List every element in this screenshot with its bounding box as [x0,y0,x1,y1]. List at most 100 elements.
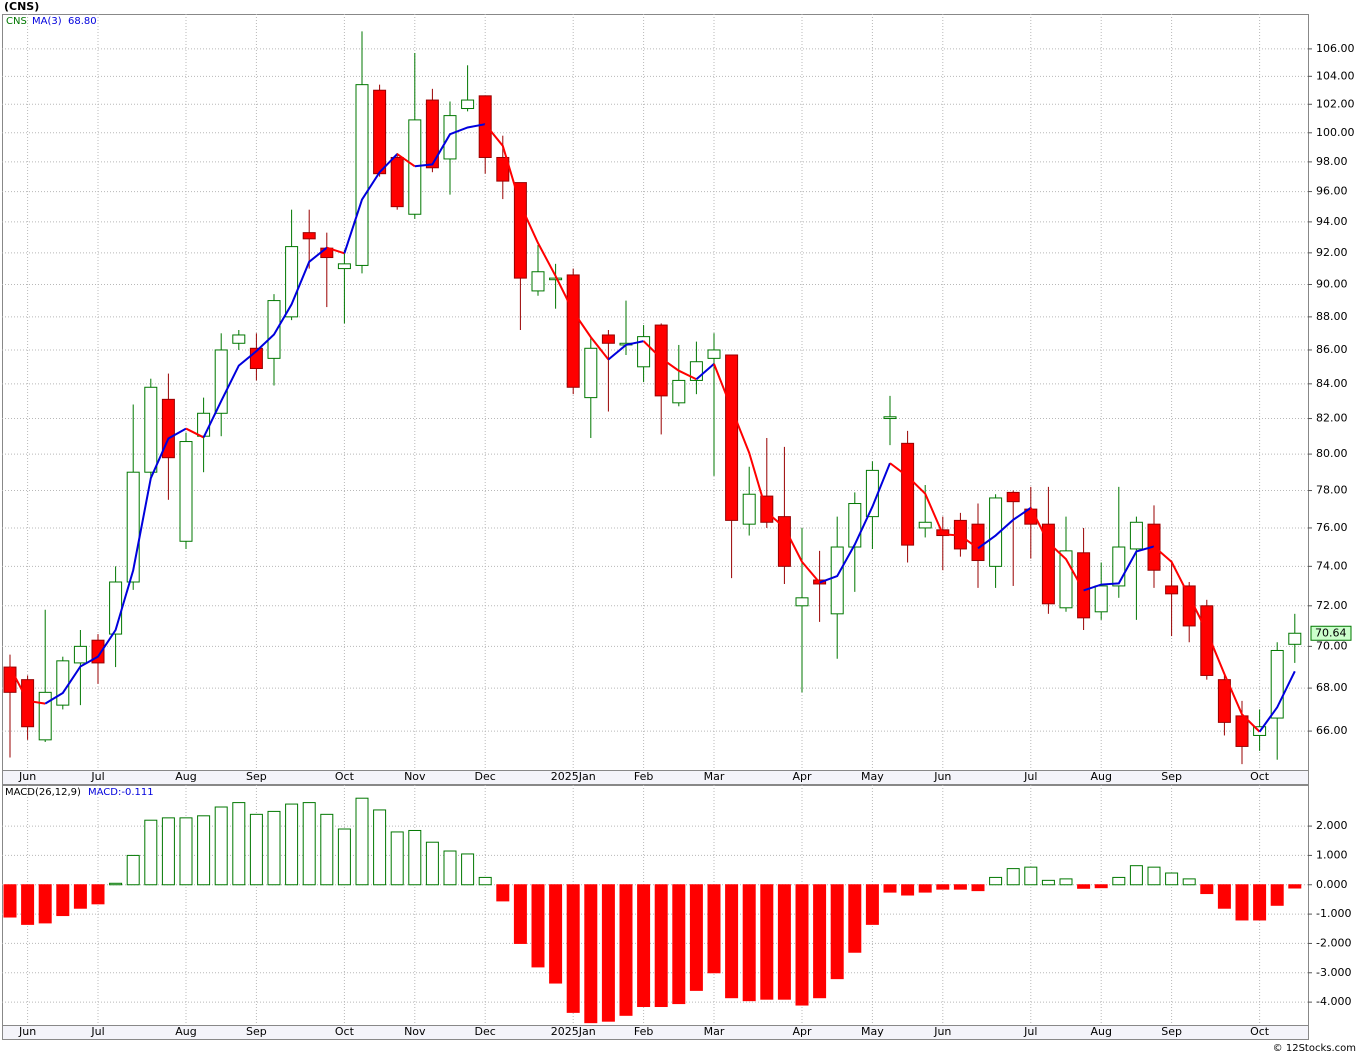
candle-body [865,469,879,518]
candle-body [1006,491,1020,503]
ma-line [607,340,644,361]
x-tick-label: 2025Jan [551,770,596,783]
ma-line [695,363,715,380]
macd-bar [1165,872,1179,886]
ma-line [1083,545,1155,592]
y-tick-label: 2.000 [1316,819,1348,832]
macd-bar [1041,879,1055,886]
y-tick-label: 72.00 [1316,599,1348,612]
macd-bar [795,884,809,1006]
y-tick-label: -4.000 [1316,995,1351,1008]
macd-bar [725,884,739,999]
y-tick-label: -3.000 [1316,966,1351,979]
candle-body [566,274,580,388]
ma-line [44,427,187,705]
candle-body [38,691,52,741]
candle-body [901,442,915,546]
macd-bar [637,884,651,1008]
macd-bar [549,884,563,984]
macd-bar [197,815,211,886]
x-tick-label: Feb [634,770,653,783]
x-tick-label: May [861,770,884,783]
macd-bar [936,884,950,890]
candle-body [1112,546,1126,587]
macd-bar [865,884,879,925]
macd-bar [971,884,985,892]
chart-title: (CNS) [4,0,39,13]
x-tick-label: Nov [404,1025,426,1038]
y-tick-label: -1.000 [1316,907,1351,920]
candle-body [267,300,281,359]
candle-body [883,416,897,420]
candle-body [513,182,527,279]
macd-bar [601,884,615,1022]
y-tick-label: 104.00 [1316,69,1355,82]
x-tick-label: Aug [175,1025,196,1038]
x-tick-label: Jun [933,770,951,783]
ma-line [185,427,205,439]
macd-bar [953,884,967,890]
x-tick-label: Apr [792,770,812,783]
x-tick-label: Sep [246,770,267,783]
candle-body [21,679,35,728]
ma-line [202,246,328,438]
macd-bar [1270,884,1284,906]
candle-body [73,645,87,664]
x-tick-label: Jul [90,770,104,783]
y-tick-label: 106.00 [1316,42,1355,55]
macd-bar [126,854,140,886]
x-tick-label: Oct [1250,770,1270,783]
candle-body [285,246,299,318]
ma-line [484,123,610,361]
candle-body [179,441,193,542]
y-tick-label: 84.00 [1316,377,1348,390]
x-tick-label: Jul [1023,1025,1037,1038]
macd-bar [109,882,123,886]
x-tick-label: Sep [1161,1025,1182,1038]
macd-bar [496,884,510,902]
candle-body [1288,632,1302,645]
macd-bar [901,884,915,896]
candle-body [144,386,158,473]
candle-body [654,324,668,397]
macd-bar [1094,884,1108,889]
y-tick-label: 76.00 [1316,521,1348,534]
macd-bar [707,884,721,974]
ma-line [326,246,345,255]
x-tick-label: Sep [1161,770,1182,783]
macd-bar [320,813,334,886]
macd-bar [91,884,105,905]
y-tick-label: 94.00 [1316,215,1348,228]
macd-bar [214,806,228,886]
x-tick-label: Aug [1090,770,1111,783]
x-tick-label: Jun [933,1025,951,1038]
ma-line [1258,670,1296,733]
y-tick-label: 0.000 [1316,878,1348,891]
macd-bar [478,876,492,886]
ma-line [1153,545,1261,733]
y-tick-label: 80.00 [1316,447,1348,460]
y-tick-label: 96.00 [1316,185,1348,198]
y-tick-label: 102.00 [1316,97,1355,110]
y-tick-label: 70.00 [1316,639,1348,652]
macd-bar [144,819,158,886]
macd-bar [513,884,527,944]
candle-body [214,349,228,414]
macd-bar [302,802,316,886]
ma-line [9,666,46,705]
ma-line [414,123,486,168]
footer: © 12Stocks.com [1273,1043,1356,1054]
candle-body [461,99,475,110]
macd-bar [373,809,387,886]
macd-bar [918,884,932,893]
candle-body [601,334,615,344]
macd-bar [3,884,17,918]
ma-line [889,462,979,550]
ma-line [1029,507,1085,591]
candle-body [672,379,686,404]
candle-body [1094,585,1108,613]
macd-bar [830,884,844,980]
macd-bar [689,884,703,991]
x-tick-label: May [861,1025,884,1038]
candle-body [549,277,563,281]
